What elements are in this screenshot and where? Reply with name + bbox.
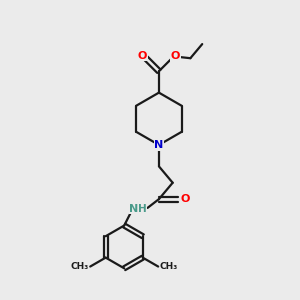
- Text: N: N: [129, 204, 139, 214]
- Text: N: N: [154, 140, 164, 150]
- Text: O: O: [171, 51, 180, 62]
- Text: CH₃: CH₃: [70, 262, 88, 271]
- Text: O: O: [138, 51, 147, 61]
- Text: CH₃: CH₃: [160, 262, 178, 271]
- Text: O: O: [180, 194, 190, 204]
- Text: H: H: [138, 204, 147, 214]
